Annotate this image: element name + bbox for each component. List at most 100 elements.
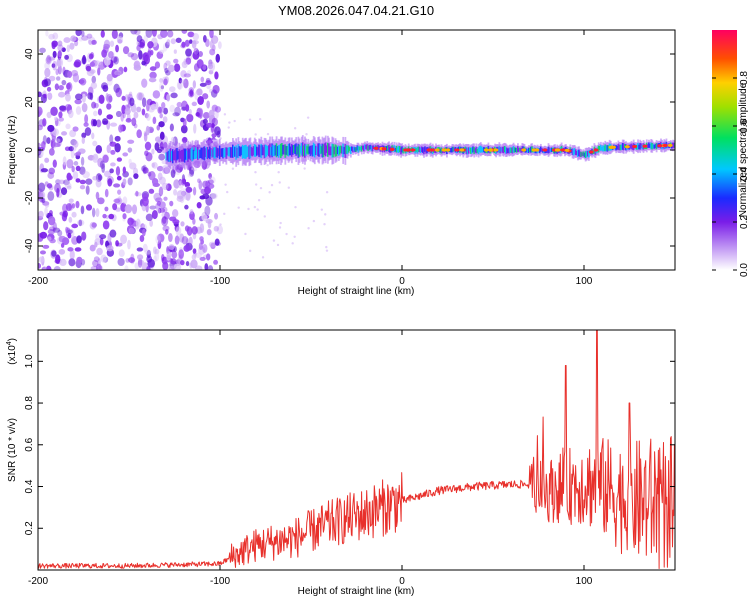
noise-cell <box>46 54 51 63</box>
ridge-core <box>203 146 206 161</box>
noise-cell <box>95 233 102 241</box>
noise-cell <box>173 63 181 73</box>
ridge-core <box>501 146 504 153</box>
noise-cell <box>216 225 223 235</box>
noise-cell <box>38 182 46 193</box>
noise-cell <box>56 187 60 198</box>
ridge-core <box>294 144 297 155</box>
ridge-core <box>597 145 600 153</box>
noise-cell <box>70 149 75 159</box>
noise-cell <box>73 61 81 68</box>
spectral-ridge <box>165 135 675 171</box>
ridge-core <box>320 146 323 154</box>
noise-cell <box>162 225 170 232</box>
noise-cell <box>67 229 73 235</box>
snr-ytick-label: 0.4 <box>24 479 35 493</box>
noise-cell <box>170 169 176 178</box>
noise-cell <box>79 77 87 86</box>
ridge-core <box>210 148 212 157</box>
ridge-core <box>541 147 543 152</box>
ridge-core <box>654 143 657 148</box>
ridge-core <box>354 147 357 153</box>
ridge-core <box>335 145 338 157</box>
noise-cell <box>163 107 169 115</box>
noise-cell <box>71 165 75 173</box>
ridge-core <box>640 143 643 149</box>
noise-cell <box>169 123 174 132</box>
ridge-core <box>624 143 626 148</box>
noise-cell <box>110 162 116 167</box>
noise-cell <box>60 187 68 196</box>
ridge-core <box>343 146 346 155</box>
noise-cell <box>120 112 124 122</box>
ridge-core <box>508 147 511 154</box>
noise-cell <box>44 202 50 208</box>
noise-cell <box>204 263 209 270</box>
noise-cell <box>90 265 99 270</box>
noise-cell <box>75 106 82 115</box>
noise-cell <box>159 78 163 83</box>
noise-cell <box>53 266 61 270</box>
noise-cell <box>162 116 168 123</box>
noise-cell <box>131 204 138 215</box>
ridge-core <box>202 147 205 160</box>
ridge-core <box>290 143 293 157</box>
noise-cell <box>94 241 98 248</box>
noise-cell <box>205 253 211 261</box>
ridge-core <box>188 149 191 159</box>
ridge-hotspot <box>381 147 387 151</box>
noise-cell <box>178 77 183 84</box>
noise-cell <box>102 213 107 219</box>
ridge-core <box>581 152 584 157</box>
noise-cell <box>123 66 128 73</box>
noise-cell <box>116 242 123 247</box>
ridge-core <box>173 151 175 161</box>
noise-cell <box>181 30 188 34</box>
noise-cell <box>158 153 166 161</box>
ridge-core <box>655 143 658 150</box>
ridge-core <box>337 145 340 156</box>
ridge-core <box>367 145 370 152</box>
noise-cell <box>91 39 97 45</box>
noise-cell <box>67 247 74 252</box>
noise-cell <box>145 152 153 162</box>
ridge-core <box>602 145 604 152</box>
noise-cell <box>188 109 192 115</box>
ridge-core <box>672 142 674 149</box>
noise-cell <box>161 254 165 262</box>
noise-cell <box>197 96 204 105</box>
noise-cell <box>45 30 49 37</box>
noise-cell <box>91 222 97 228</box>
noise-cell <box>74 93 83 101</box>
ridge-core <box>237 144 240 159</box>
noise-cell <box>163 78 168 86</box>
noise-cell <box>156 165 164 172</box>
noise-cell <box>64 54 69 60</box>
noise-cell <box>51 63 56 68</box>
noise-cell <box>96 119 102 128</box>
noise-cell <box>199 236 204 242</box>
noise-cell <box>181 61 188 69</box>
noise-cell <box>204 205 211 216</box>
ridge-core <box>646 144 649 148</box>
noise-cell <box>39 250 46 255</box>
colorbar-tick-label: 0.8 <box>739 71 750 85</box>
noise-cell <box>325 249 329 252</box>
ridge-core <box>310 145 313 155</box>
noise-cell <box>72 126 79 132</box>
ridge-core <box>573 148 576 155</box>
ridge-core <box>653 144 656 149</box>
ridge-core <box>189 147 192 161</box>
ridge-core <box>323 143 326 156</box>
ridge-core <box>319 144 322 155</box>
noise-cell <box>52 50 57 58</box>
ridge-core <box>301 142 304 157</box>
noise-cell <box>75 151 82 156</box>
ridge-core <box>334 144 337 157</box>
noise-cell <box>157 233 165 243</box>
noise-cell <box>52 32 59 40</box>
noise-cell <box>104 188 109 198</box>
noise-cell <box>66 44 70 53</box>
noise-cell <box>44 61 50 70</box>
noise-cell <box>113 83 120 93</box>
